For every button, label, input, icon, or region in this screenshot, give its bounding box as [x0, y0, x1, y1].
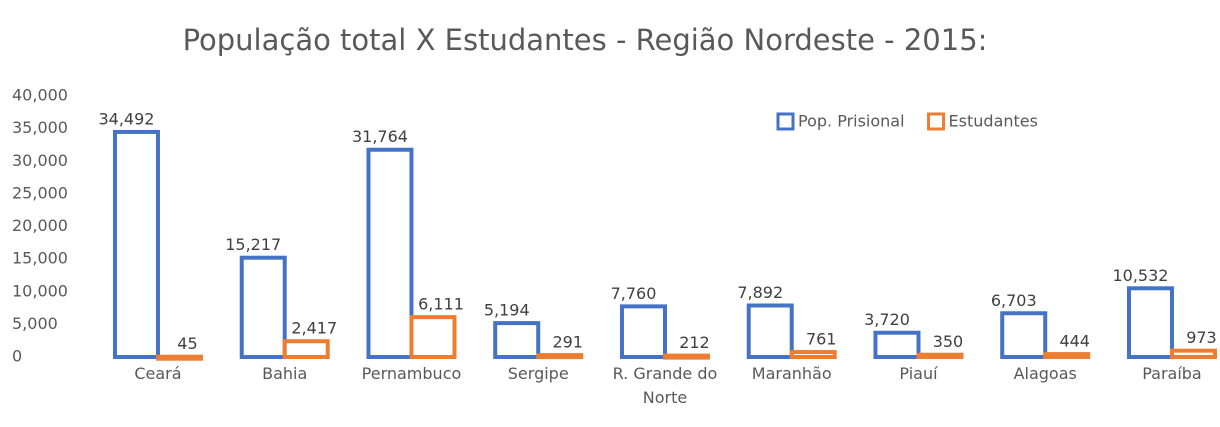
x-tick-label-box: Bahia [262, 364, 308, 383]
data-label: 2,417 [291, 319, 337, 338]
bar [493, 321, 541, 360]
bar [873, 330, 921, 359]
x-tick-label: Sergipe [507, 364, 569, 383]
bar [239, 255, 287, 359]
x-tick-label: Maranhão [751, 364, 832, 383]
y-tick-label: 40,000 [12, 86, 68, 105]
x-tick-label: Pernambuco [361, 364, 462, 383]
legend-swatch [927, 112, 946, 131]
x-tick-label: Piauí [899, 364, 938, 383]
x-tick-label: R. Grande do Norte [612, 364, 718, 407]
data-label: 212 [679, 333, 710, 352]
y-tick-label: 0 [12, 347, 22, 366]
data-label: 6,703 [991, 291, 1037, 310]
data-label: 291 [552, 333, 583, 352]
data-label: 45 [177, 334, 197, 353]
x-tick-label-box: R. Grande do Norte [612, 364, 718, 407]
data-label: 34,492 [98, 109, 154, 128]
data-label: 7,760 [611, 284, 657, 303]
bar [155, 354, 203, 361]
data-label: 10,532 [1112, 266, 1168, 285]
data-label: 31,764 [352, 127, 408, 146]
data-label: 6,111 [418, 295, 464, 314]
data-label: 350 [933, 332, 964, 351]
data-label: 15,217 [225, 235, 281, 254]
bar [409, 315, 457, 360]
bar [366, 147, 414, 359]
data-label: 444 [1059, 332, 1090, 351]
x-tick-label-box: Paraíba [1142, 364, 1202, 383]
bar [619, 304, 667, 359]
y-tick-label: 20,000 [12, 216, 68, 235]
bar [282, 339, 330, 359]
x-tick-label: Paraíba [1142, 364, 1202, 383]
x-tick-label-box: Alagoas [1013, 364, 1077, 383]
x-tick-label-box: Piauí [899, 364, 938, 383]
bar [789, 350, 837, 360]
legend-label: Pop. Prisional [798, 112, 905, 131]
data-label: 3,720 [864, 310, 910, 329]
bar [662, 353, 710, 360]
data-label: 7,892 [737, 283, 783, 302]
legend-label: Estudantes [949, 112, 1038, 131]
x-tick-label-box: Ceará [134, 364, 182, 383]
y-tick-label: 30,000 [12, 151, 68, 170]
data-label: 5,194 [484, 301, 530, 320]
bar [1126, 286, 1174, 359]
y-tick-label: 5,000 [12, 314, 58, 333]
x-tick-label: Bahia [262, 364, 308, 383]
x-tick-label-box: Pernambuco [361, 364, 462, 383]
x-tick-label: Alagoas [1013, 364, 1077, 383]
data-label: 973 [1186, 328, 1217, 347]
x-tick-label: Ceará [134, 364, 182, 383]
bar [1000, 311, 1048, 360]
legend-swatch [776, 112, 795, 131]
bar [746, 303, 794, 359]
bar [112, 129, 160, 359]
y-tick-label: 25,000 [12, 183, 68, 202]
bar [1169, 348, 1217, 360]
chart-title: População total X Estudantes - Região No… [183, 23, 988, 57]
bar [536, 353, 584, 360]
x-tick-label-box: Sergipe [507, 364, 569, 383]
data-label: 761 [806, 330, 837, 349]
bar [1043, 352, 1091, 360]
y-tick-label: 15,000 [12, 249, 68, 268]
x-tick-label-box: Maranhão [751, 364, 832, 383]
y-tick-label: 10,000 [12, 281, 68, 300]
y-tick-label: 35,000 [12, 118, 68, 137]
bar [916, 352, 964, 359]
